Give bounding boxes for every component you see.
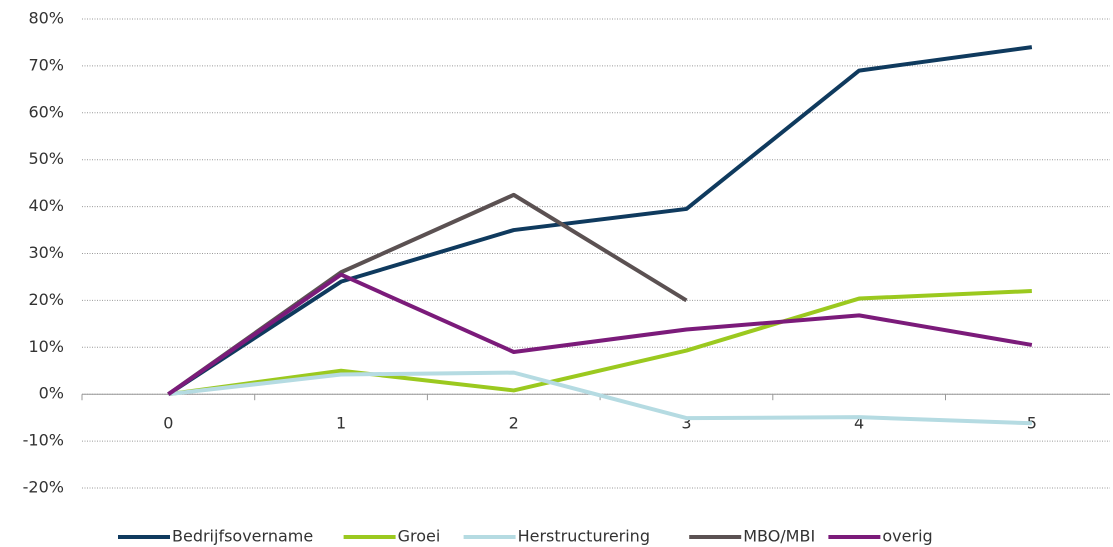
x-tick-label: 2 [509,414,519,433]
y-tick-label: 50% [28,149,64,168]
y-tick-label: 20% [28,290,64,309]
y-tick-label: 80% [28,9,64,28]
series-line [167,272,1033,396]
series-line [167,45,1033,396]
x-tick-label: 3 [681,414,691,433]
y-tick-label: 30% [28,243,64,262]
x-tick-label: 1 [336,414,346,433]
legend-label: Groei [398,527,441,546]
y-tick-label: 70% [28,55,64,74]
series-line [168,370,1032,426]
y-tick-label: -10% [23,431,64,450]
y-tick-label: 60% [28,102,64,121]
legend-label: Bedrijfsovername [172,527,313,546]
y-tick-label: 10% [28,337,64,356]
legend-label: MBO/MBI [743,527,815,546]
legend-label: Herstructurering [518,527,650,546]
series-line [167,192,688,396]
legend-label: overig [882,527,932,546]
y-tick-label: 0% [39,384,64,403]
series-line [168,289,1032,397]
x-tick-label: 4 [854,414,864,433]
y-tick-label: 40% [28,196,64,215]
y-tick-label: -20% [23,478,64,497]
x-tick-label: 0 [163,414,173,433]
